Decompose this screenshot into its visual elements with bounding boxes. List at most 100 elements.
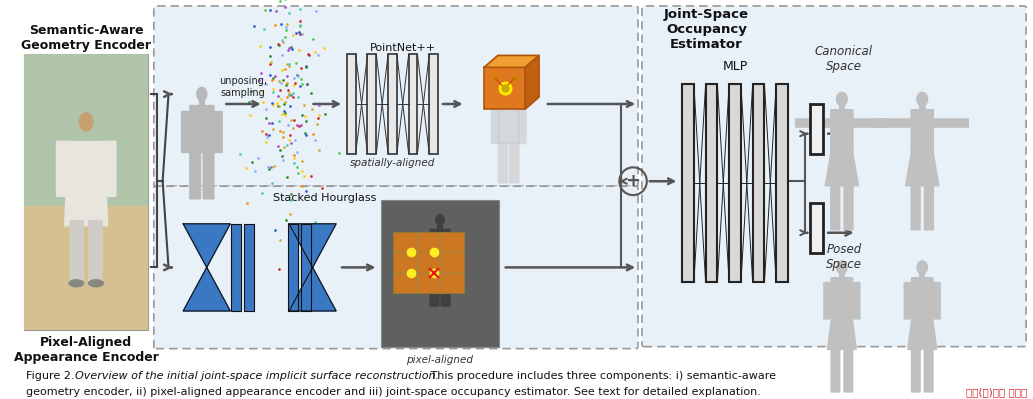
Ellipse shape: [197, 87, 207, 101]
Text: 详细(细)解析 风清扬: 详细(细)解析 风清扬: [966, 387, 1027, 397]
FancyBboxPatch shape: [440, 267, 450, 307]
FancyBboxPatch shape: [932, 282, 941, 320]
Polygon shape: [908, 318, 937, 350]
FancyBboxPatch shape: [25, 206, 148, 330]
Polygon shape: [526, 55, 539, 109]
Polygon shape: [183, 224, 230, 311]
Ellipse shape: [917, 92, 928, 106]
FancyBboxPatch shape: [448, 233, 458, 269]
FancyBboxPatch shape: [810, 104, 823, 154]
Text: Figure 2.: Figure 2.: [27, 371, 79, 381]
FancyBboxPatch shape: [810, 203, 823, 253]
FancyBboxPatch shape: [823, 282, 833, 320]
Polygon shape: [906, 152, 939, 186]
FancyBboxPatch shape: [911, 277, 934, 320]
FancyBboxPatch shape: [25, 55, 148, 330]
FancyBboxPatch shape: [831, 346, 841, 393]
FancyBboxPatch shape: [189, 151, 201, 200]
Polygon shape: [827, 318, 856, 350]
FancyBboxPatch shape: [409, 55, 417, 154]
FancyBboxPatch shape: [729, 84, 741, 282]
Text: PointNet++: PointNet++: [370, 43, 436, 53]
FancyBboxPatch shape: [831, 182, 841, 231]
Text: This procedure includes three components: i) semantic-aware: This procedure includes three components…: [428, 371, 776, 381]
FancyBboxPatch shape: [88, 220, 103, 286]
FancyBboxPatch shape: [388, 55, 397, 154]
Ellipse shape: [80, 113, 93, 131]
FancyBboxPatch shape: [924, 346, 934, 393]
Text: Joint-Space
Occupancy
Estimator: Joint-Space Occupancy Estimator: [664, 8, 749, 51]
FancyBboxPatch shape: [919, 272, 926, 278]
FancyBboxPatch shape: [706, 84, 717, 282]
Text: Overview of the initial joint-space implicit surface reconstruction.: Overview of the initial joint-space impl…: [75, 371, 439, 381]
FancyBboxPatch shape: [506, 99, 511, 104]
FancyBboxPatch shape: [498, 142, 508, 184]
FancyBboxPatch shape: [198, 99, 206, 106]
FancyBboxPatch shape: [498, 103, 520, 144]
FancyBboxPatch shape: [101, 140, 117, 197]
FancyBboxPatch shape: [154, 186, 638, 349]
FancyBboxPatch shape: [904, 282, 913, 320]
FancyBboxPatch shape: [910, 109, 934, 153]
FancyBboxPatch shape: [288, 224, 298, 311]
FancyBboxPatch shape: [181, 111, 191, 153]
FancyBboxPatch shape: [381, 200, 499, 347]
FancyBboxPatch shape: [347, 55, 355, 154]
Text: spatially-aligned: spatially-aligned: [350, 158, 435, 168]
FancyBboxPatch shape: [850, 118, 888, 128]
FancyBboxPatch shape: [189, 105, 215, 153]
Text: Pixel-Aligned
Appearance Encoder: Pixel-Aligned Appearance Encoder: [13, 336, 159, 363]
Ellipse shape: [89, 280, 103, 287]
FancyBboxPatch shape: [931, 118, 969, 128]
FancyBboxPatch shape: [422, 233, 432, 269]
FancyBboxPatch shape: [301, 224, 311, 311]
FancyBboxPatch shape: [641, 6, 1026, 347]
FancyBboxPatch shape: [839, 104, 845, 110]
FancyBboxPatch shape: [430, 267, 440, 307]
Text: geometry encoder, ii) pixel-aligned appearance encoder and iii) joint-space occu: geometry encoder, ii) pixel-aligned appe…: [27, 387, 761, 397]
FancyBboxPatch shape: [437, 224, 443, 229]
Text: MLP: MLP: [722, 60, 748, 73]
Ellipse shape: [504, 89, 512, 100]
FancyBboxPatch shape: [56, 140, 71, 197]
FancyBboxPatch shape: [430, 229, 450, 269]
FancyBboxPatch shape: [924, 182, 934, 231]
FancyBboxPatch shape: [393, 232, 464, 293]
Text: unposing,
sampling: unposing, sampling: [219, 76, 267, 98]
FancyBboxPatch shape: [202, 151, 215, 200]
FancyBboxPatch shape: [831, 109, 853, 153]
FancyBboxPatch shape: [682, 84, 694, 282]
FancyBboxPatch shape: [776, 84, 788, 282]
FancyBboxPatch shape: [753, 84, 764, 282]
FancyBboxPatch shape: [518, 108, 527, 144]
Ellipse shape: [837, 92, 847, 106]
FancyBboxPatch shape: [911, 346, 920, 393]
FancyBboxPatch shape: [244, 224, 254, 311]
Ellipse shape: [436, 214, 444, 225]
FancyBboxPatch shape: [843, 346, 853, 393]
Ellipse shape: [917, 261, 928, 274]
FancyBboxPatch shape: [843, 182, 853, 231]
FancyBboxPatch shape: [213, 111, 223, 153]
FancyBboxPatch shape: [69, 220, 85, 286]
FancyBboxPatch shape: [491, 108, 500, 144]
FancyBboxPatch shape: [875, 118, 914, 128]
FancyBboxPatch shape: [919, 104, 926, 110]
Text: Canonical
Space: Canonical Space: [815, 45, 873, 73]
FancyBboxPatch shape: [509, 142, 520, 184]
Polygon shape: [825, 152, 858, 186]
Text: pixel-aligned: pixel-aligned: [407, 356, 473, 365]
Polygon shape: [289, 224, 336, 311]
Text: Posed
Space: Posed Space: [825, 243, 862, 271]
FancyBboxPatch shape: [25, 55, 148, 206]
FancyBboxPatch shape: [231, 224, 241, 311]
FancyBboxPatch shape: [368, 55, 376, 154]
Text: Semantic-Aware
Geometry Encoder: Semantic-Aware Geometry Encoder: [22, 24, 151, 51]
FancyBboxPatch shape: [430, 55, 438, 154]
FancyBboxPatch shape: [839, 272, 845, 278]
FancyBboxPatch shape: [831, 277, 853, 320]
FancyBboxPatch shape: [851, 282, 860, 320]
FancyBboxPatch shape: [484, 67, 526, 109]
Text: +: +: [626, 172, 640, 190]
FancyBboxPatch shape: [795, 118, 834, 128]
